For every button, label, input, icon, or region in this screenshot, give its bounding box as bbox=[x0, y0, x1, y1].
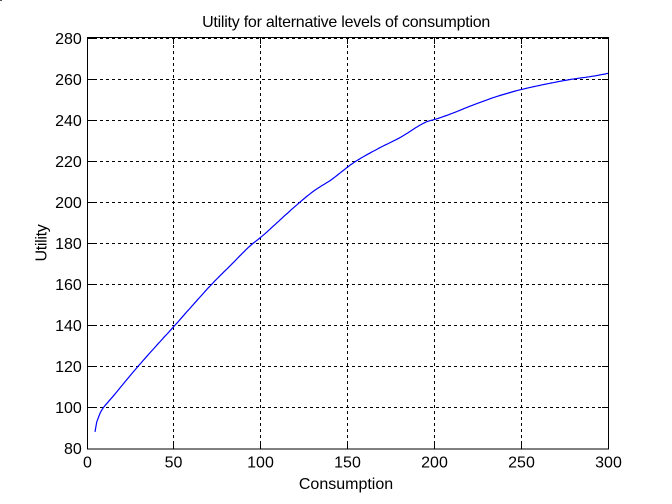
svg-text:120: 120 bbox=[55, 359, 82, 376]
svg-text:250: 250 bbox=[508, 455, 535, 472]
svg-text:80: 80 bbox=[64, 441, 82, 458]
svg-text:Consumption: Consumption bbox=[299, 476, 393, 493]
svg-text:0: 0 bbox=[83, 455, 92, 472]
svg-text:260: 260 bbox=[55, 72, 82, 89]
svg-text:180: 180 bbox=[55, 236, 82, 253]
svg-text:160: 160 bbox=[55, 277, 82, 294]
svg-text:100: 100 bbox=[247, 455, 274, 472]
svg-text:100: 100 bbox=[55, 400, 82, 417]
svg-text:300: 300 bbox=[595, 455, 622, 472]
svg-text:200: 200 bbox=[421, 455, 448, 472]
svg-text:280: 280 bbox=[55, 31, 82, 48]
svg-text:Utility: Utility bbox=[34, 224, 51, 261]
svg-text:140: 140 bbox=[55, 318, 82, 335]
svg-text:240: 240 bbox=[55, 113, 82, 130]
svg-text:50: 50 bbox=[165, 455, 183, 472]
svg-text:220: 220 bbox=[55, 154, 82, 171]
svg-text:Utility for alternative levels: Utility for alternative levels of consum… bbox=[202, 14, 490, 31]
svg-text:150: 150 bbox=[334, 455, 361, 472]
svg-text:200: 200 bbox=[55, 195, 82, 212]
